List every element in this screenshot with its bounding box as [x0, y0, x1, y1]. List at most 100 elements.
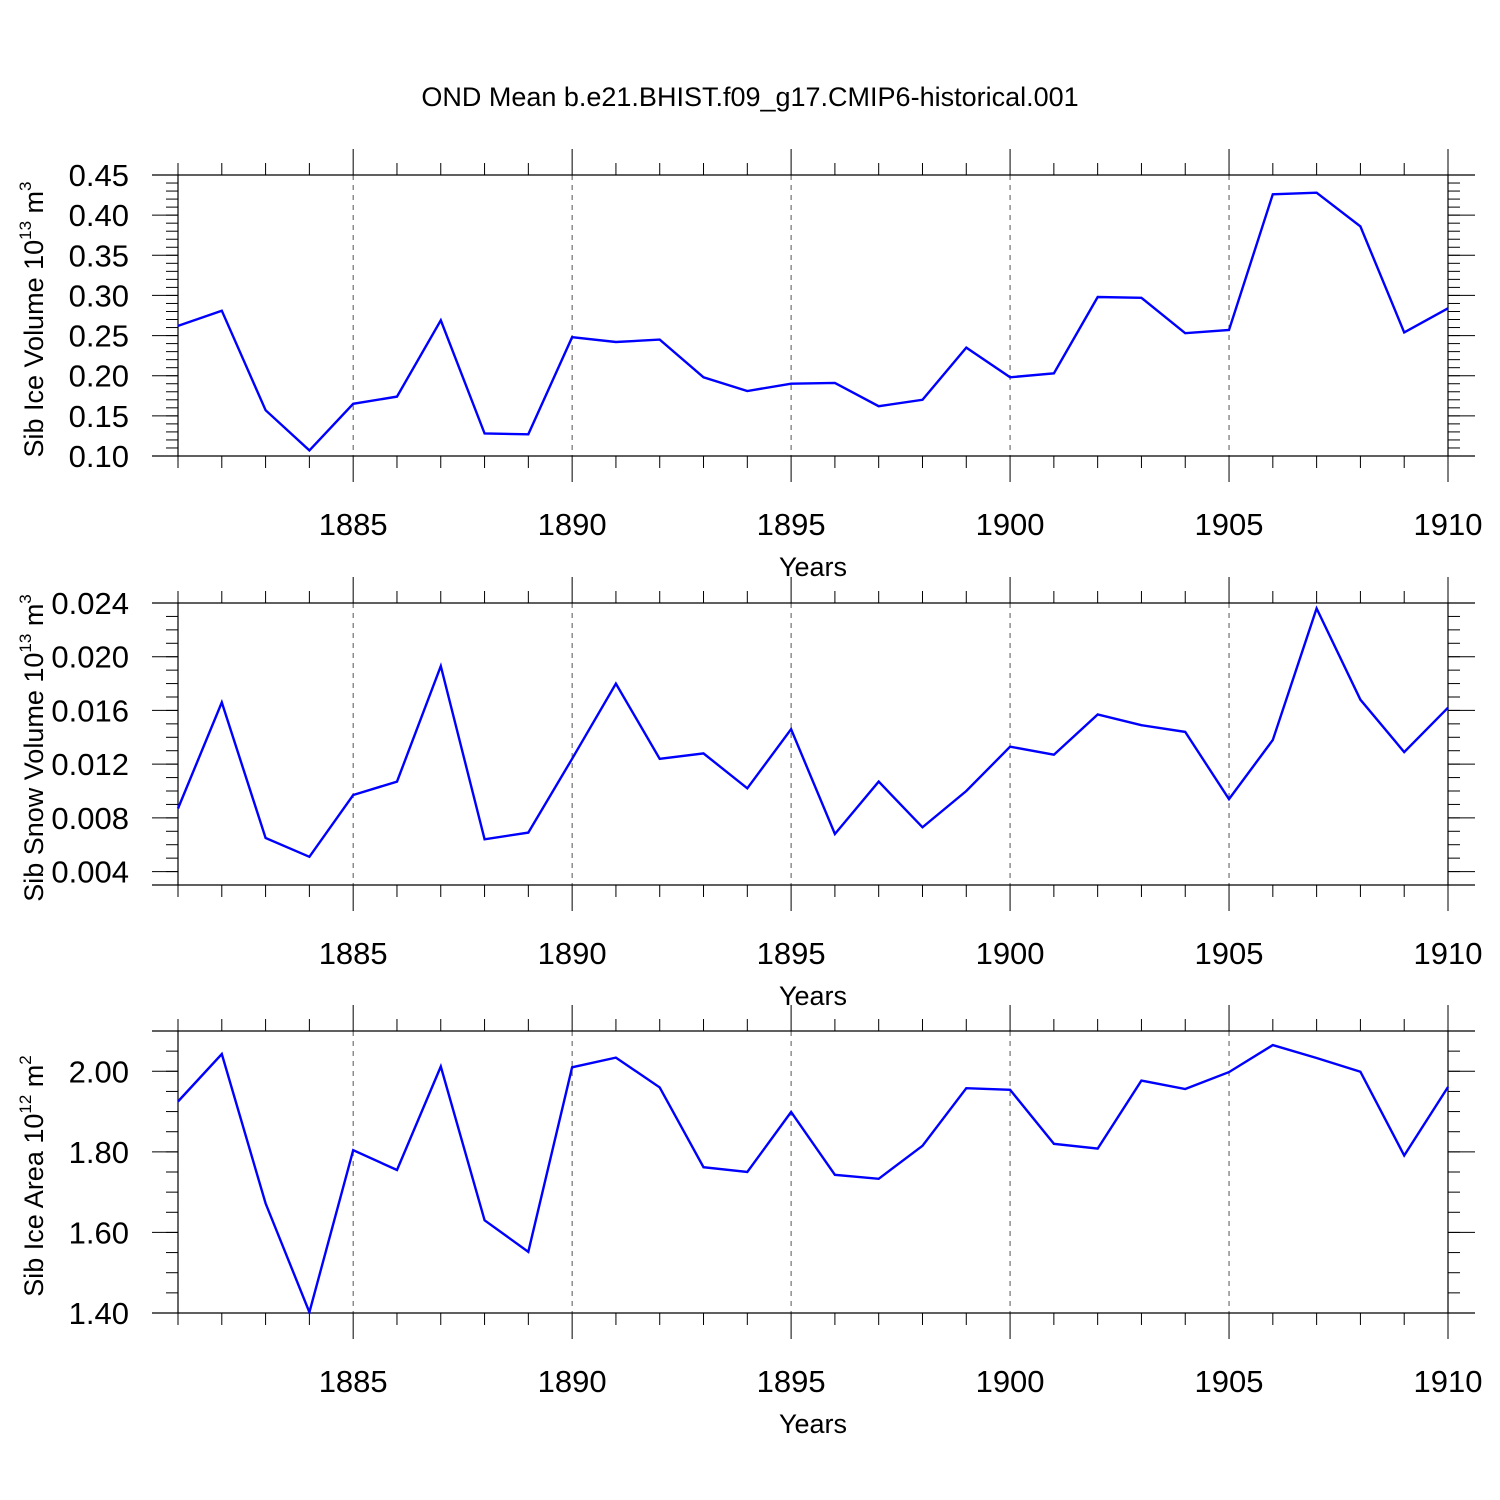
- x-axis-title: Years: [779, 981, 847, 1011]
- data-point: [659, 338, 661, 340]
- data-point: [615, 341, 617, 343]
- y-tick-label: 1.80: [69, 1135, 129, 1170]
- y-axis-title-unit: m: [19, 191, 49, 221]
- y-tick-label: 0.008: [51, 801, 129, 836]
- x-axis-title: Years: [779, 552, 847, 582]
- data-point: [308, 856, 310, 858]
- data-point: [1140, 724, 1142, 726]
- data-point: [1228, 1071, 1230, 1073]
- x-tick-label: 1905: [1195, 507, 1264, 542]
- data-point: [1447, 1086, 1449, 1088]
- data-point: [1228, 798, 1230, 800]
- data-point: [615, 1056, 617, 1058]
- data-point: [659, 758, 661, 760]
- data-point: [659, 1086, 661, 1088]
- x-tick-label: 1885: [319, 1364, 388, 1399]
- panel-3: 1885 1890 1895 1900 1905 1910 Years 1.40 1.60 1.8…: [16, 1005, 1482, 1439]
- panel-1: 1885 1890 1895 1900 1905 1910 Years 0.10 0.15 0.2…: [16, 149, 1482, 582]
- x-tick-label: 1890: [538, 507, 607, 542]
- data-point: [571, 758, 573, 760]
- data-point: [790, 1111, 792, 1113]
- data-point: [1403, 1154, 1405, 1156]
- y-tick-label: 0.45: [69, 158, 129, 193]
- series-line: [177, 1043, 1450, 1316]
- data-point: [571, 336, 573, 338]
- y-tick-label: 0.30: [69, 278, 129, 313]
- data-point: [571, 1066, 573, 1068]
- data-point: [396, 780, 398, 782]
- data-point: [877, 780, 879, 782]
- data-point: [1053, 1143, 1055, 1145]
- x-tick-label: 1910: [1414, 507, 1483, 542]
- data-point: [264, 837, 266, 839]
- data-point: [1184, 1088, 1186, 1090]
- data-point: [396, 395, 398, 397]
- data-point: [308, 1311, 310, 1313]
- data-point: [1184, 332, 1186, 334]
- data-point: [527, 831, 529, 833]
- data-point: [221, 701, 223, 703]
- data-point: [1315, 191, 1317, 193]
- x-tick-label: 1895: [757, 507, 826, 542]
- data-point: [396, 1169, 398, 1171]
- data-point: [702, 1166, 704, 1168]
- data-point: [921, 1145, 923, 1147]
- y-axis-title-unit-exponent: 3: [16, 594, 35, 603]
- data-point: [834, 382, 836, 384]
- y-tick-label: 0.016: [51, 693, 129, 728]
- x-tick-label: 1885: [319, 507, 388, 542]
- data-point: [1228, 329, 1230, 331]
- data-point: [1140, 297, 1142, 299]
- y-axis-title: Sib Ice Area 1012 m2: [16, 1055, 49, 1297]
- data-point: [746, 787, 748, 789]
- y-axis-title-unit: m: [19, 604, 49, 634]
- data-point: [965, 1087, 967, 1089]
- data-point: [1009, 376, 1011, 378]
- y-tick-label: 0.020: [51, 640, 129, 675]
- data-point: [790, 728, 792, 730]
- data-point: [440, 319, 442, 321]
- series-line: [177, 191, 1449, 453]
- y-axis-title: Sib Snow Volume 1013 m3: [16, 594, 49, 902]
- data-point: [746, 1171, 748, 1173]
- data-point: [1009, 745, 1011, 747]
- data-point: [702, 376, 704, 378]
- data-point: [1403, 331, 1405, 333]
- data-point: [440, 1065, 442, 1067]
- data-point: [1184, 731, 1186, 733]
- x-tick-label: 1910: [1414, 1364, 1483, 1399]
- data-point: [1096, 296, 1098, 298]
- chart-title: OND Mean b.e21.BHIST.f09_g17.CMIP6-histo…: [421, 82, 1079, 112]
- y-axis-title-unit: m: [19, 1065, 49, 1095]
- x-axis-title: Years: [779, 1409, 847, 1439]
- y-tick-label: 0.024: [51, 586, 129, 621]
- y-tick-label: 1.40: [69, 1296, 129, 1331]
- data-point: [483, 838, 485, 840]
- data-point: [834, 1174, 836, 1176]
- x-tick-label: 1900: [976, 507, 1045, 542]
- data-point: [1447, 707, 1449, 709]
- data-point: [702, 752, 704, 754]
- data-point: [440, 665, 442, 667]
- x-tick-label: 1895: [757, 936, 826, 971]
- y-tick-label: 1.60: [69, 1215, 129, 1250]
- x-tick-label: 1910: [1414, 936, 1483, 971]
- x-tick-label: 1900: [976, 1364, 1045, 1399]
- y-axis-title-text: Sib Ice Area 10: [19, 1114, 49, 1297]
- data-point: [1359, 698, 1361, 700]
- data-point: [1272, 193, 1274, 195]
- data-point: [177, 1100, 179, 1102]
- data-point: [527, 433, 529, 435]
- data-point: [965, 346, 967, 348]
- data-point: [1272, 739, 1274, 741]
- data-point: [221, 1053, 223, 1055]
- data-point: [352, 794, 354, 796]
- data-point: [1403, 751, 1405, 753]
- y-axis-title-unit-exponent: 3: [16, 181, 35, 190]
- data-point: [1053, 372, 1055, 374]
- y-tick-label: 0.20: [69, 359, 129, 394]
- y-axis-title-text: Sib Ice Volume 10: [19, 240, 49, 458]
- y-axis-title-unit-exponent: 2: [16, 1055, 35, 1064]
- x-tick-label: 1905: [1195, 936, 1264, 971]
